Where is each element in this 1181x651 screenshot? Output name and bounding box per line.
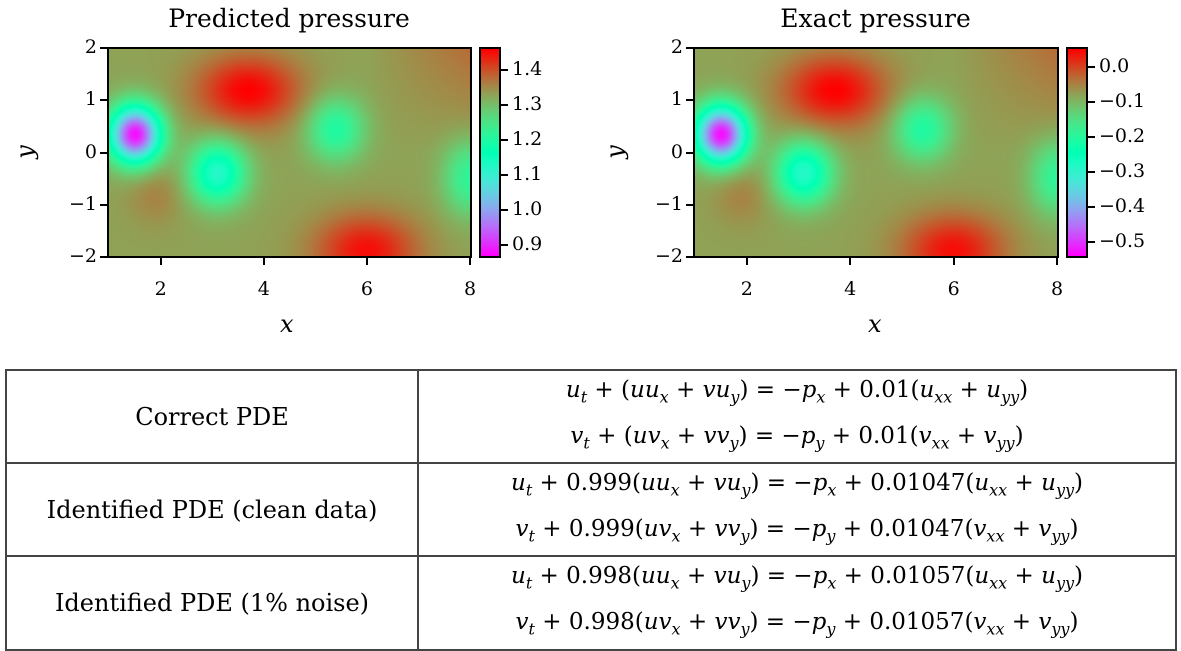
y-tick-mark [100, 256, 107, 258]
equation-line: ut + (uux + vuy) = −px + 0.01(uxx + uyy) [565, 377, 1029, 407]
equation-cell: ut + (uux + vuy) = −px + 0.01(uxx + uyy)… [417, 368, 1177, 465]
y-tick-label: −1 [654, 192, 683, 215]
x-tick-mark [159, 258, 162, 265]
x-tick-label: 4 [844, 278, 857, 300]
y-axis-label: y [10, 145, 39, 159]
equation-cell: ut + 0.999(uux + vuy) = −px + 0.01047(ux… [417, 462, 1177, 558]
equation-cell: ut + 0.998(uux + vuy) = −px + 0.01057(ux… [417, 555, 1177, 651]
row-label: Identified PDE (1% noise) [5, 555, 419, 651]
x-tick-mark [469, 258, 471, 265]
table-row: Correct PDE ut + (uux + vuy) = −px + 0.01… [5, 368, 1177, 465]
colorbar-tick-label: −0.5 [1099, 229, 1146, 252]
chart-title: Predicted pressure [168, 4, 410, 33]
y-tick-label: −2 [68, 245, 97, 267]
colorbar-tick-label: 1.0 [512, 198, 543, 221]
x-axis-label: x [280, 310, 294, 338]
x-tick-label: 8 [464, 278, 477, 300]
x-tick-label: 2 [740, 278, 753, 300]
y-tick-label: 0 [670, 140, 683, 163]
colorbar-tick-mark [501, 104, 508, 107]
x-tick-label: 4 [257, 278, 270, 300]
x-tick-label: 8 [1051, 278, 1064, 300]
x-tick-mark [745, 258, 748, 265]
equation-line: ut + 0.999(uux + vuy) = −px + 0.01047(ux… [510, 470, 1083, 500]
x-tick-mark [262, 258, 265, 265]
colorbar-tick-mark [1088, 65, 1095, 68]
colorbar-gradient [1068, 49, 1086, 256]
equation-line: vt + 0.999(uvx + vvy) = −py + 0.01047(vx… [515, 515, 1079, 546]
colorbar-tick-label: 0.9 [512, 233, 543, 256]
heatmap-plot [693, 47, 1059, 258]
x-tick-mark [1056, 258, 1058, 265]
heatmap-canvas [695, 49, 1057, 256]
colorbar-tick-label: −0.3 [1099, 159, 1146, 182]
exact-pressure-panel: Exact pressure 2 4 6 8 2 1 0 −1 −2 x y 0.0 −0.1 −0… [590, 0, 1180, 345]
y-tick-label: 2 [84, 36, 97, 58]
x-tick-label: 6 [947, 278, 960, 300]
y-tick-mark [686, 47, 693, 49]
y-axis-label: y [600, 145, 629, 159]
equation-line: ut + 0.998(uux + vuy) = −px + 0.01057(ux… [510, 563, 1083, 593]
heatmap-canvas [109, 49, 470, 256]
y-tick-mark [100, 151, 107, 154]
y-tick-label: 2 [670, 36, 683, 58]
colorbar-tick-mark [1088, 135, 1095, 138]
heatmap-plot [107, 47, 472, 258]
x-tick-label: 2 [154, 278, 167, 300]
y-tick-mark [100, 99, 107, 102]
colorbar-tick-label: 0.0 [1099, 54, 1130, 77]
row-label: Identified PDE (clean data) [5, 462, 419, 558]
x-tick-mark [952, 258, 955, 265]
colorbar-tick-label: 1.1 [512, 163, 543, 186]
x-axis-label: x [868, 310, 882, 338]
y-tick-label: −1 [68, 192, 97, 215]
y-tick-label: −2 [654, 245, 683, 267]
y-tick-mark [686, 99, 693, 102]
y-tick-label: 1 [670, 88, 683, 111]
pde-comparison-table: Correct PDE ut + (uux + vuy) = −px + 0.01… [5, 368, 1177, 651]
x-tick-mark [849, 258, 852, 265]
colorbar-tick-mark [501, 69, 508, 72]
x-tick-mark [365, 258, 368, 265]
colorbar-tick-mark [1088, 240, 1095, 243]
colorbar-tick-mark [501, 209, 508, 212]
colorbar-tick-mark [1088, 100, 1095, 103]
y-tick-label: 0 [84, 140, 97, 163]
colorbar-tick-mark [1088, 170, 1095, 173]
colorbar-tick-mark [501, 174, 508, 177]
predicted-pressure-panel: Predicted pressure 2 4 6 8 2 1 0 −1 −2 x y 1.4 1.… [0, 0, 590, 345]
y-tick-label: 1 [84, 88, 97, 111]
equation-line: vt + (uvx + vvy) = −py + 0.01(vxx + vyy) [570, 422, 1024, 453]
colorbar-tick-mark [501, 244, 508, 247]
colorbar [1066, 47, 1088, 258]
colorbar-tick-label: −0.1 [1099, 89, 1146, 112]
colorbar-tick-label: 1.4 [512, 58, 543, 81]
colorbar-gradient [481, 49, 499, 256]
colorbar-tick-label: −0.4 [1099, 194, 1146, 217]
y-tick-mark [100, 47, 107, 49]
colorbar-tick-mark [501, 139, 508, 142]
x-tick-label: 6 [360, 278, 373, 300]
colorbar-tick-mark [1088, 205, 1095, 208]
row-label: Correct PDE [5, 368, 419, 465]
table-row: Identified PDE (1% noise) ut + 0.998(uux … [5, 555, 1177, 651]
y-tick-mark [100, 203, 107, 206]
y-tick-mark [686, 151, 693, 154]
colorbar [479, 47, 501, 258]
y-tick-mark [686, 256, 693, 258]
colorbar-tick-label: 1.3 [512, 93, 543, 116]
table-row: Identified PDE (clean data) ut + 0.999(uu… [5, 462, 1177, 558]
colorbar-tick-label: 1.2 [512, 128, 543, 151]
y-tick-mark [686, 203, 693, 206]
chart-title: Exact pressure [780, 4, 971, 33]
colorbar-tick-label: −0.2 [1099, 124, 1146, 147]
